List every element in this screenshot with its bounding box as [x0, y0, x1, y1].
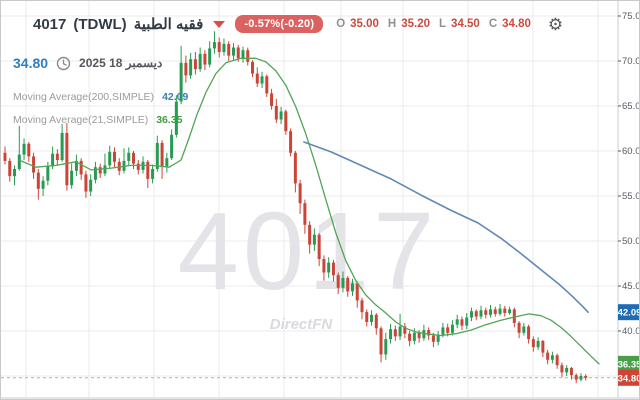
- symbol-code[interactable]: 4017: [33, 15, 67, 33]
- last-price-value: 34.80: [13, 55, 49, 71]
- symbol-name-arabic[interactable]: فقيه الطبية: [133, 16, 204, 33]
- ohlc-readout: O 35.00 H 35.20 L 34.50 C 34.80: [336, 18, 535, 30]
- indicator-ma200: Moving Average(200,SIMPLE) 42.09: [13, 91, 188, 103]
- svg-text:60.00: 60.00: [622, 146, 640, 157]
- high-value: 35.20: [401, 18, 431, 30]
- ma21-label: Moving Average(21,SIMPLE): [13, 114, 149, 126]
- close-value: 34.80: [502, 18, 531, 30]
- exchange-code: (TDWL): [73, 15, 127, 33]
- low-label: L: [439, 18, 447, 30]
- open-value: 35.00: [350, 18, 379, 30]
- ma200-label: Moving Average(200,SIMPLE): [13, 91, 155, 103]
- svg-text:36.35: 36.35: [618, 359, 640, 370]
- clock-icon: [56, 56, 71, 70]
- price-date-row: 34.80 ديسمبر 18 2025: [13, 54, 162, 72]
- svg-text:75.00: 75.00: [622, 11, 640, 22]
- change-badge: -0.57%(-0.20): [235, 15, 324, 33]
- svg-text:42.09: 42.09: [618, 308, 640, 319]
- indicator-ma21: Moving Average(21,SIMPLE) 36.35: [13, 114, 183, 126]
- session-date: ديسمبر 18 2025: [79, 56, 163, 70]
- svg-text:65.00: 65.00: [622, 101, 640, 112]
- settings-gear-icon[interactable]: ⚙: [547, 14, 564, 34]
- ma200-value: 42.09: [162, 91, 189, 103]
- low-value: 34.50: [451, 18, 480, 30]
- svg-text:40.00: 40.00: [622, 326, 640, 337]
- svg-text:70.00: 70.00: [622, 56, 640, 67]
- svg-text:45.00: 45.00: [622, 281, 640, 292]
- svg-text:DirectFN: DirectFN: [270, 316, 334, 333]
- close-label: C: [488, 18, 498, 30]
- high-label: H: [387, 18, 397, 30]
- ma21-value: 36.35: [156, 114, 183, 126]
- svg-text:50.00: 50.00: [622, 236, 640, 247]
- svg-text:34.80: 34.80: [618, 373, 640, 384]
- svg-text:4017: 4017: [178, 190, 439, 313]
- symbol-dropdown-caret-icon[interactable]: [213, 20, 226, 28]
- symbol-header: 4017 (TDWL) فقيه الطبية -0.57%(-0.20) O …: [33, 14, 563, 34]
- open-label: O: [336, 18, 346, 30]
- svg-text:55.00: 55.00: [622, 191, 640, 202]
